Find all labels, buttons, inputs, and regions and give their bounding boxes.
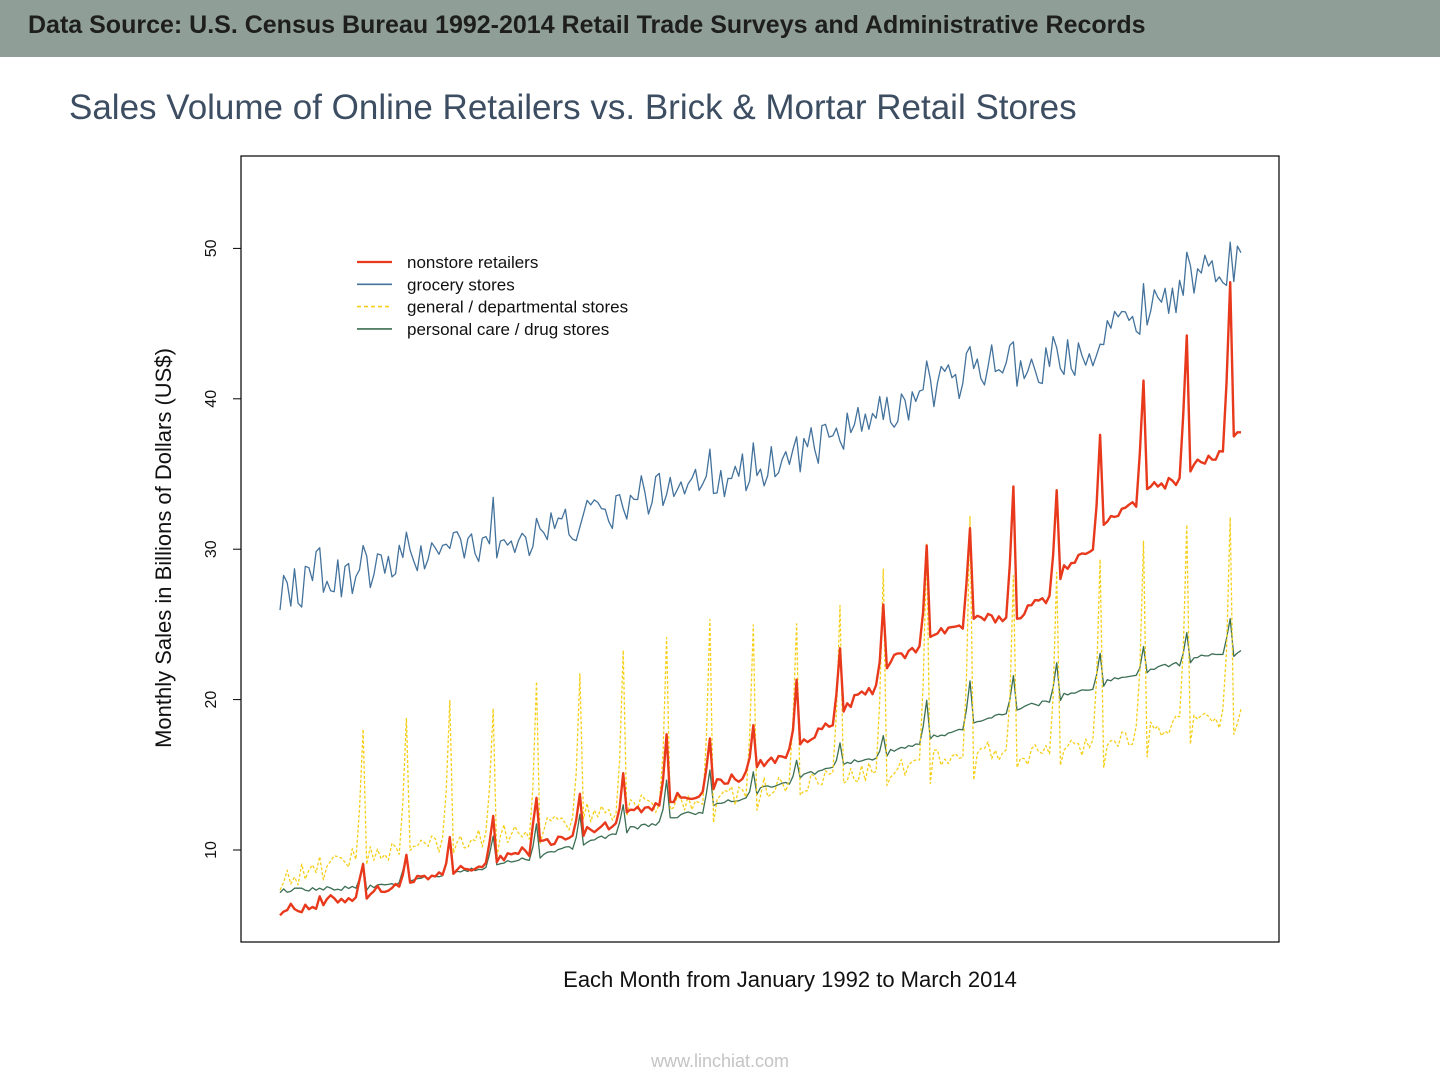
legend-label: general / departmental stores [407,298,628,317]
slide-title: Sales Volume of Online Retailers vs. Bri… [69,88,1077,127]
x-axis-label: Each Month from January 1992 to March 20… [563,967,1017,992]
y-tick-label: 40 [203,390,220,408]
series-line-general-departmental-stores [279,515,1242,891]
series-line-personal-care-drug-stores [279,618,1242,894]
source-banner: Data Source: U.S. Census Bureau 1992-201… [0,0,1440,57]
legend-label: personal care / drug stores [407,320,609,339]
y-tick-label: 20 [203,691,220,709]
footer-url: www.linchiat.com [650,1051,790,1071]
source-text: Data Source: U.S. Census Bureau 1992-201… [28,11,1146,39]
chart-legend: nonstore retailers grocery stores general … [357,253,628,339]
legend-label: grocery stores [407,275,515,294]
y-axis: 10 20 30 40 50 [203,239,241,859]
y-tick-label: 50 [203,239,220,257]
y-tick-label: 30 [203,540,220,558]
plot-frame [240,155,1280,943]
series-lines [279,241,1242,917]
y-axis-label: Monthly Sales in Billions of Dollars (US… [151,348,176,748]
legend-label: nonstore retailers [407,253,538,272]
series-line-nonstore-retailers [279,281,1241,917]
y-tick-label: 10 [203,841,220,859]
series-line-grocery-stores [279,241,1242,611]
